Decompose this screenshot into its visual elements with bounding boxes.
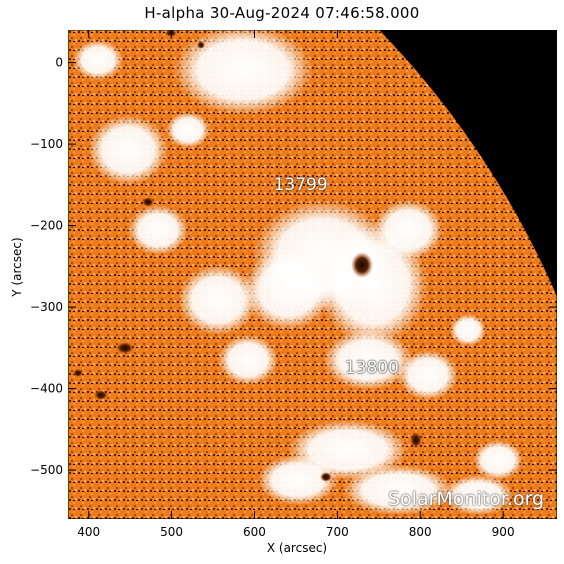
plage-patch bbox=[450, 314, 486, 346]
dark-spot bbox=[165, 30, 177, 37]
plage-patch bbox=[173, 30, 313, 115]
plage-patch bbox=[88, 115, 168, 185]
plage-patch bbox=[218, 335, 278, 385]
x-axis-label: X (arcsec) bbox=[266, 541, 328, 555]
plage-patch bbox=[473, 440, 523, 480]
outer-space bbox=[379, 30, 557, 297]
y-axis-label: Y (arcsec) bbox=[10, 237, 24, 297]
dark-spot bbox=[73, 369, 83, 377]
region-label-13800: 13800 bbox=[344, 358, 399, 379]
plage-patch bbox=[323, 330, 413, 390]
plage-patch bbox=[166, 112, 210, 148]
plage-patch bbox=[73, 40, 123, 80]
x-tick-label: 600 bbox=[243, 525, 266, 539]
plage-patch bbox=[343, 465, 453, 515]
dark-spot bbox=[116, 342, 134, 354]
dark-spot bbox=[351, 252, 373, 278]
x-tick-label: 500 bbox=[160, 525, 183, 539]
dark-spot bbox=[197, 41, 205, 49]
x-tick-labels: 400 500 600 700 800 900 bbox=[77, 525, 514, 539]
dark-spot bbox=[410, 432, 422, 448]
x-tick-label: 900 bbox=[492, 525, 515, 539]
dark-spot bbox=[320, 472, 332, 482]
y-tick-label: −200 bbox=[30, 219, 63, 233]
plage-patch bbox=[373, 200, 443, 260]
dark-spot bbox=[94, 390, 108, 400]
y-tick-label: −100 bbox=[30, 137, 63, 151]
solar-image-plot bbox=[67, 29, 558, 520]
plage-patch bbox=[128, 205, 188, 255]
x-tick-label: 400 bbox=[77, 525, 100, 539]
watermark: SolarMonitor.org bbox=[388, 488, 545, 510]
dark-spot bbox=[142, 197, 154, 207]
y-tick-label: −300 bbox=[30, 300, 63, 314]
plage-patch bbox=[243, 250, 333, 330]
region-label-13799: 13799 bbox=[273, 174, 328, 195]
y-tick-labels: 0 −100 −200 −300 −400 −500 bbox=[30, 56, 63, 478]
plage-patch bbox=[398, 350, 458, 400]
y-tick-label: 0 bbox=[55, 56, 63, 70]
x-tick-label: 800 bbox=[409, 525, 432, 539]
y-tick-label: −400 bbox=[30, 382, 63, 396]
y-tick-label: −500 bbox=[30, 463, 63, 477]
plage-patch bbox=[443, 475, 513, 515]
dark-features bbox=[73, 30, 422, 482]
plage-patch bbox=[178, 265, 258, 335]
axis-ticks bbox=[68, 30, 557, 519]
plage-patch bbox=[258, 455, 338, 505]
x-tick-label: 700 bbox=[326, 525, 349, 539]
image-title: H-alpha 30-Aug-2024 07:46:58.000 bbox=[144, 4, 420, 22]
plage-regions bbox=[73, 30, 523, 515]
solar-image-svg bbox=[67, 29, 558, 520]
